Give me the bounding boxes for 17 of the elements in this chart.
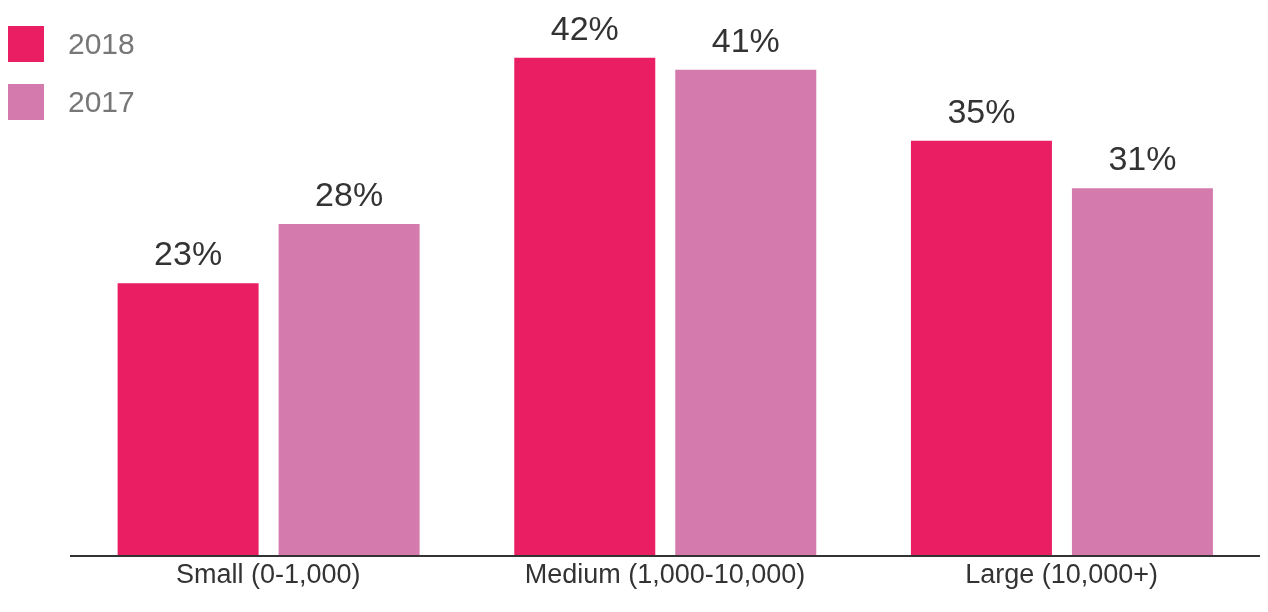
bar bbox=[1071, 188, 1213, 556]
legend-label: 2018 bbox=[68, 27, 135, 61]
x-tick-label: Medium (1,000-10,000) bbox=[524, 559, 806, 590]
x-tick-label: Large (10,000+) bbox=[965, 559, 1159, 590]
bar bbox=[514, 57, 656, 556]
bar bbox=[675, 69, 817, 556]
bar bbox=[910, 140, 1052, 556]
x-tick-label: Small (0-1,000) bbox=[176, 559, 361, 590]
legend-label: 2017 bbox=[68, 85, 135, 119]
data-label: 35% bbox=[947, 91, 1016, 130]
bar bbox=[117, 283, 259, 556]
data-label: 41% bbox=[711, 20, 780, 59]
bar bbox=[278, 223, 420, 556]
data-label: 23% bbox=[154, 234, 223, 273]
data-label: 28% bbox=[315, 174, 384, 213]
data-label: 31% bbox=[1108, 139, 1177, 178]
data-label: 42% bbox=[550, 8, 619, 47]
